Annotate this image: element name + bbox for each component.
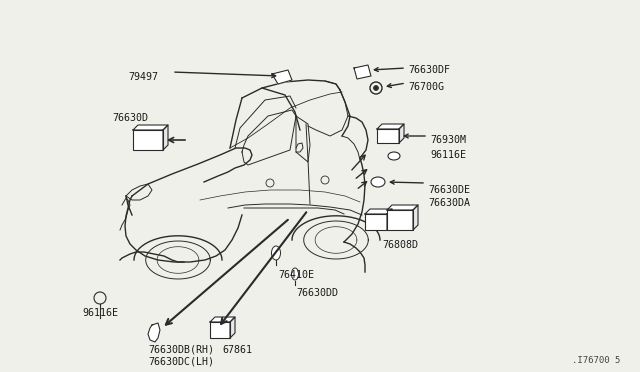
Polygon shape: [387, 209, 392, 230]
Text: 76630DC(LH): 76630DC(LH): [148, 356, 214, 366]
Text: 76630DB(RH): 76630DB(RH): [148, 345, 214, 355]
Text: 76930M: 76930M: [430, 135, 466, 145]
Text: 67861: 67861: [222, 345, 252, 355]
Polygon shape: [377, 124, 404, 129]
Text: 76630DA: 76630DA: [428, 198, 470, 208]
Text: 76808D: 76808D: [382, 240, 418, 250]
Polygon shape: [413, 205, 418, 230]
Bar: [387, 210, 413, 230]
Text: 76630DF: 76630DF: [408, 65, 450, 75]
Bar: [210, 322, 230, 338]
Bar: [133, 130, 163, 150]
Ellipse shape: [371, 177, 385, 187]
Polygon shape: [365, 209, 392, 214]
Text: 76630D: 76630D: [112, 113, 148, 123]
Text: 76630DE: 76630DE: [428, 185, 470, 195]
Bar: [377, 129, 399, 143]
Polygon shape: [399, 124, 404, 143]
Polygon shape: [148, 323, 160, 342]
Text: 76700G: 76700G: [408, 82, 444, 92]
Polygon shape: [230, 317, 235, 338]
Bar: [365, 214, 387, 230]
Ellipse shape: [291, 268, 298, 280]
Text: 79497: 79497: [128, 72, 158, 82]
Polygon shape: [163, 125, 168, 150]
Text: .I76700 5: .I76700 5: [572, 356, 620, 365]
Ellipse shape: [388, 152, 400, 160]
Circle shape: [374, 86, 378, 90]
Text: 76630DD: 76630DD: [296, 288, 338, 298]
Polygon shape: [272, 70, 292, 84]
Text: 76410E: 76410E: [278, 270, 314, 280]
Polygon shape: [210, 317, 235, 322]
Polygon shape: [133, 125, 168, 130]
Ellipse shape: [271, 246, 280, 260]
Text: 96116E: 96116E: [430, 150, 466, 160]
Polygon shape: [387, 205, 418, 210]
Text: 96116E: 96116E: [82, 308, 118, 318]
Polygon shape: [354, 65, 371, 79]
